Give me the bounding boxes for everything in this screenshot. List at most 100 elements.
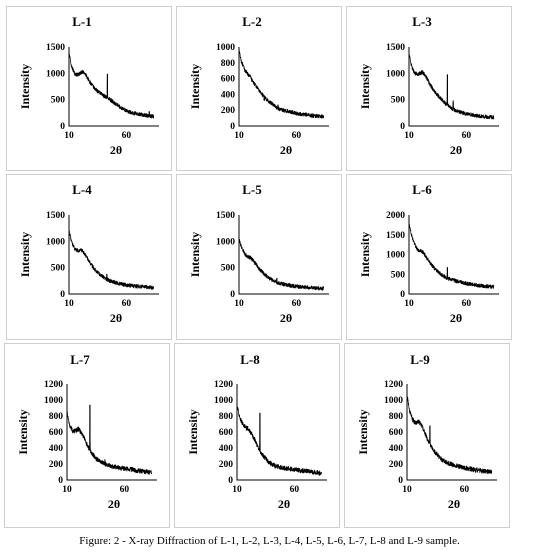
axis-lines [238,47,329,127]
y-tick-label: 0 [60,122,65,132]
x-tick-label: 10 [404,299,414,309]
x-tick-label: 10 [232,485,242,495]
figure-caption: Figure: 2 - X-ray Diffraction of L-1, L-… [79,535,460,547]
y-tick-label: 200 [221,106,236,116]
y-axis-label: Intensity [186,409,200,454]
y-tick-label: 0 [58,476,63,486]
y-tick-label: 0 [400,122,405,132]
x-tick-label: 60 [460,485,470,495]
xrd-series-line [408,222,495,289]
axis-lines [66,384,157,481]
y-tick-label: 400 [49,444,64,454]
axis-lines [408,47,499,127]
xrd-panel-l-9: L-9 0 200 400 600 800 1000 1200 10 60 Intensity 2θ [344,343,510,528]
y-axis-label: Intensity [18,64,32,109]
xrd-panel-l-5: L-5 0 500 1000 1500 10 60 Intensity 2θ [176,174,342,340]
x-tick-label: 10 [402,485,412,495]
x-tick-label: 10 [64,299,74,309]
y-tick-label: 1000 [44,396,63,406]
x-axis-label: 2θ [450,311,462,325]
y-tick-label: 800 [389,412,404,422]
y-axis-label: Intensity [16,409,30,454]
y-tick-label: 0 [230,290,235,300]
y-axis-label: Intensity [188,232,202,277]
xrd-chart-l-5: L-5 0 500 1000 1500 10 60 Intensity 2θ [188,182,329,325]
x-tick-label: 10 [234,131,244,141]
x-axis-label: 2θ [110,311,122,325]
panel-title: L-5 [242,182,262,197]
y-tick-label: 200 [389,460,404,470]
xrd-panel-l-3: L-3 0 500 1000 1500 10 60 Intensity 2θ [346,6,512,171]
x-axis-label: 2θ [278,497,290,511]
y-tick-label: 400 [389,444,404,454]
axis-lines [408,215,499,295]
y-tick-label: 1200 [384,380,403,390]
y-tick-label: 1500 [46,43,65,53]
y-tick-label: 500 [391,96,406,106]
x-tick-label: 10 [64,131,74,141]
y-axis-label: Intensity [358,64,372,109]
y-tick-label: 800 [49,412,64,422]
xrd-chart-l-7: L-7 0 200 400 600 800 1000 1200 10 60 Intensity 2θ [16,352,157,511]
axis-lines [236,384,327,481]
x-axis-label: 2θ [280,143,292,157]
y-tick-label: 1000 [384,396,403,406]
xrd-series-line [238,48,325,119]
x-tick-label: 60 [462,299,472,309]
y-tick-label: 0 [398,476,403,486]
xrd-panel-l-2: L-2 0 200 400 600 800 1000 10 60 Intensity 2θ [176,6,342,171]
y-tick-label: 400 [221,90,236,100]
y-tick-label: 0 [400,290,405,300]
y-tick-label: 1000 [46,237,65,247]
y-axis-label: Intensity [18,232,32,277]
xrd-chart-l-1: L-1 0 500 1000 1500 10 60 Intensity 2θ [18,14,159,157]
y-tick-label: 1500 [46,211,65,221]
y-tick-label: 600 [219,428,234,438]
x-axis-label: 2θ [110,143,122,157]
axis-lines [406,384,497,481]
y-tick-label: 1500 [216,211,235,221]
y-tick-label: 500 [51,96,66,106]
y-tick-label: 0 [60,290,65,300]
x-tick-label: 10 [404,131,414,141]
xrd-chart-l-4: L-4 0 500 1000 1500 10 60 Intensity 2θ [18,182,159,325]
y-axis-label: Intensity [356,409,370,454]
panel-title: L-9 [410,352,430,367]
xrd-panel-l-6: L-6 0 500 1000 1500 2000 10 60 Intensity 2θ [346,174,512,340]
xrd-series-line [406,393,493,475]
y-tick-label: 800 [221,59,236,69]
y-tick-label: 0 [230,122,235,132]
panel-title: L-4 [72,182,92,197]
x-axis-label: 2θ [108,497,120,511]
y-tick-label: 400 [219,444,234,454]
y-tick-label: 500 [391,270,406,280]
x-tick-label: 60 [292,299,302,309]
y-tick-label: 1000 [386,69,405,79]
xrd-panel-l-4: L-4 0 500 1000 1500 10 60 Intensity 2θ [6,174,172,340]
panel-title: L-6 [412,182,432,197]
y-tick-label: 600 [389,428,404,438]
xrd-chart-l-9: L-9 0 200 400 600 800 1000 1200 10 60 Intensity 2θ [356,352,497,511]
xrd-panel-l-7: L-7 0 200 400 600 800 1000 1200 10 60 Intensity 2θ [4,343,170,528]
panel-title: L-7 [70,352,90,367]
y-tick-label: 200 [49,460,64,470]
y-tick-label: 800 [219,412,234,422]
y-tick-label: 1000 [214,396,233,406]
y-tick-label: 600 [49,428,64,438]
x-axis-label: 2θ [280,311,292,325]
x-tick-label: 10 [62,485,72,495]
y-tick-label: 1200 [44,380,63,390]
x-tick-label: 60 [122,299,132,309]
x-tick-label: 60 [292,131,302,141]
x-axis-label: 2θ [450,143,462,157]
y-tick-label: 500 [221,264,236,274]
y-tick-label: 600 [221,75,236,85]
axis-lines [68,47,159,127]
y-tick-label: 200 [219,460,234,470]
axis-lines [68,215,159,295]
xrd-series-line [68,230,155,290]
x-axis-label: 2θ [448,497,460,511]
y-tick-label: 500 [51,264,66,274]
y-tick-label: 1000 [386,251,405,261]
panel-title: L-3 [412,14,432,29]
